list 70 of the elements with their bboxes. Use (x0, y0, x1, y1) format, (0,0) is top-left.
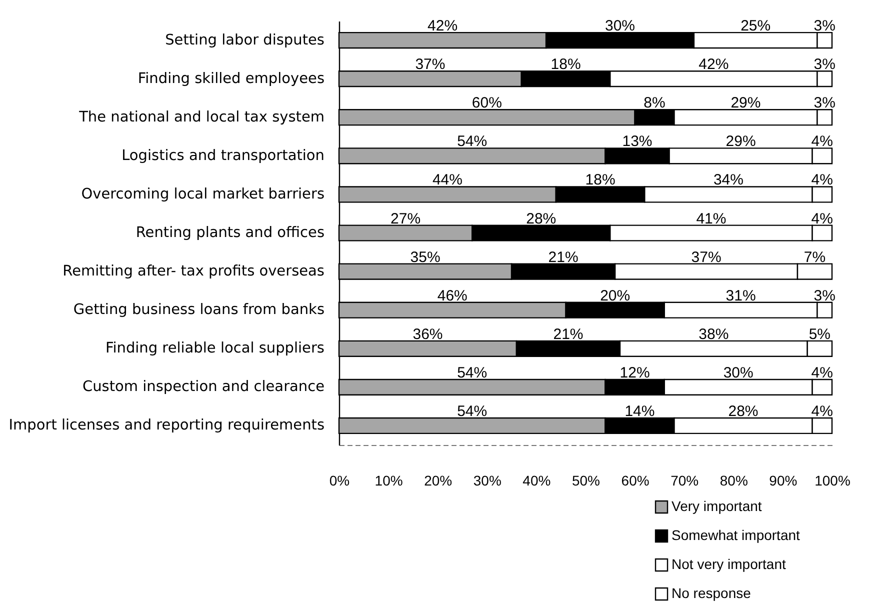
x-tick-label: 70% (670, 472, 699, 488)
legend-label: No response (672, 585, 752, 601)
y-tick-label: Setting labor disputes (165, 32, 324, 48)
data-label: 4% (811, 172, 833, 189)
data-label: 4% (811, 403, 833, 420)
data-label: 46% (437, 287, 468, 304)
data-label: 31% (726, 287, 756, 304)
y-tick-label: Getting business loans from banks (73, 302, 324, 318)
data-label: 3% (814, 18, 836, 35)
data-label: 54% (457, 133, 488, 150)
y-tick-label: The national and local tax system (78, 109, 324, 126)
x-tick-label: 30% (473, 472, 502, 488)
data-label: 29% (726, 133, 756, 150)
data-label: 3% (814, 56, 836, 74)
x-tick-label: 40% (522, 472, 551, 488)
data-label: 7% (804, 248, 826, 266)
data-label: 38% (698, 326, 729, 343)
y-tick-label: Logistics and transportation (122, 148, 324, 164)
legend-label: Very important (672, 498, 762, 514)
data-label: 20% (600, 287, 630, 304)
legend-label: Not very important (672, 556, 786, 572)
data-label: 54% (457, 364, 488, 382)
data-label: 28% (728, 403, 758, 420)
y-tick-label: Finding reliable local suppliers (105, 340, 324, 357)
data-label: 25% (740, 18, 771, 35)
x-tick-label: 10% (374, 472, 403, 488)
data-label: 4% (811, 210, 833, 228)
data-label: 18% (585, 172, 616, 189)
x-tick-label: 100% (814, 472, 850, 488)
y-tick-label: Remitting after- tax profits overseas (62, 264, 324, 280)
x-tick-label: 60% (621, 472, 650, 488)
data-label: 4% (811, 364, 833, 382)
data-label: 35% (410, 248, 440, 266)
x-tick-label: 0% (329, 472, 350, 488)
data-label: 28% (526, 210, 556, 228)
data-label: 34% (713, 172, 744, 189)
data-label: 21% (548, 248, 578, 266)
y-tick-label: Finding skilled employees (138, 70, 324, 87)
y-tick-label: Renting plants and offices (136, 225, 324, 241)
data-label: 5% (808, 326, 831, 343)
data-label: 12% (620, 364, 650, 382)
data-label: 44% (432, 172, 462, 189)
data-label: 60% (472, 94, 502, 112)
data-label: 4% (811, 133, 833, 150)
y-tick-label: Import licenses and reporting requirements (8, 418, 324, 434)
data-label: 8% (644, 94, 666, 112)
data-label: 14% (624, 403, 655, 420)
data-label: 30% (604, 18, 636, 35)
x-tick-label: 80% (720, 472, 748, 488)
data-label: 3% (814, 94, 836, 112)
data-label: 42% (428, 18, 458, 35)
data-label: 30% (723, 364, 754, 382)
x-tick-label: 90% (769, 472, 798, 488)
data-label: 18% (550, 56, 581, 74)
data-label: 29% (730, 94, 761, 112)
data-label: 42% (698, 56, 729, 74)
data-label: 27% (390, 210, 421, 228)
x-tick-label: 20% (424, 472, 452, 488)
data-label: 37% (691, 248, 722, 266)
y-tick-label: Overcoming local market barriers (81, 186, 324, 202)
data-label: 41% (696, 210, 726, 228)
x-tick-label: 50% (572, 472, 600, 488)
data-label: 36% (412, 326, 443, 343)
data-label: 3% (814, 287, 836, 304)
data-label: 13% (622, 133, 652, 150)
data-label: 37% (415, 56, 446, 74)
data-label: 21% (553, 326, 584, 343)
data-label: 54% (457, 403, 488, 420)
y-tick-label: Custom inspection and clearance (82, 379, 325, 396)
legend-label: Somewhat important (672, 527, 800, 543)
